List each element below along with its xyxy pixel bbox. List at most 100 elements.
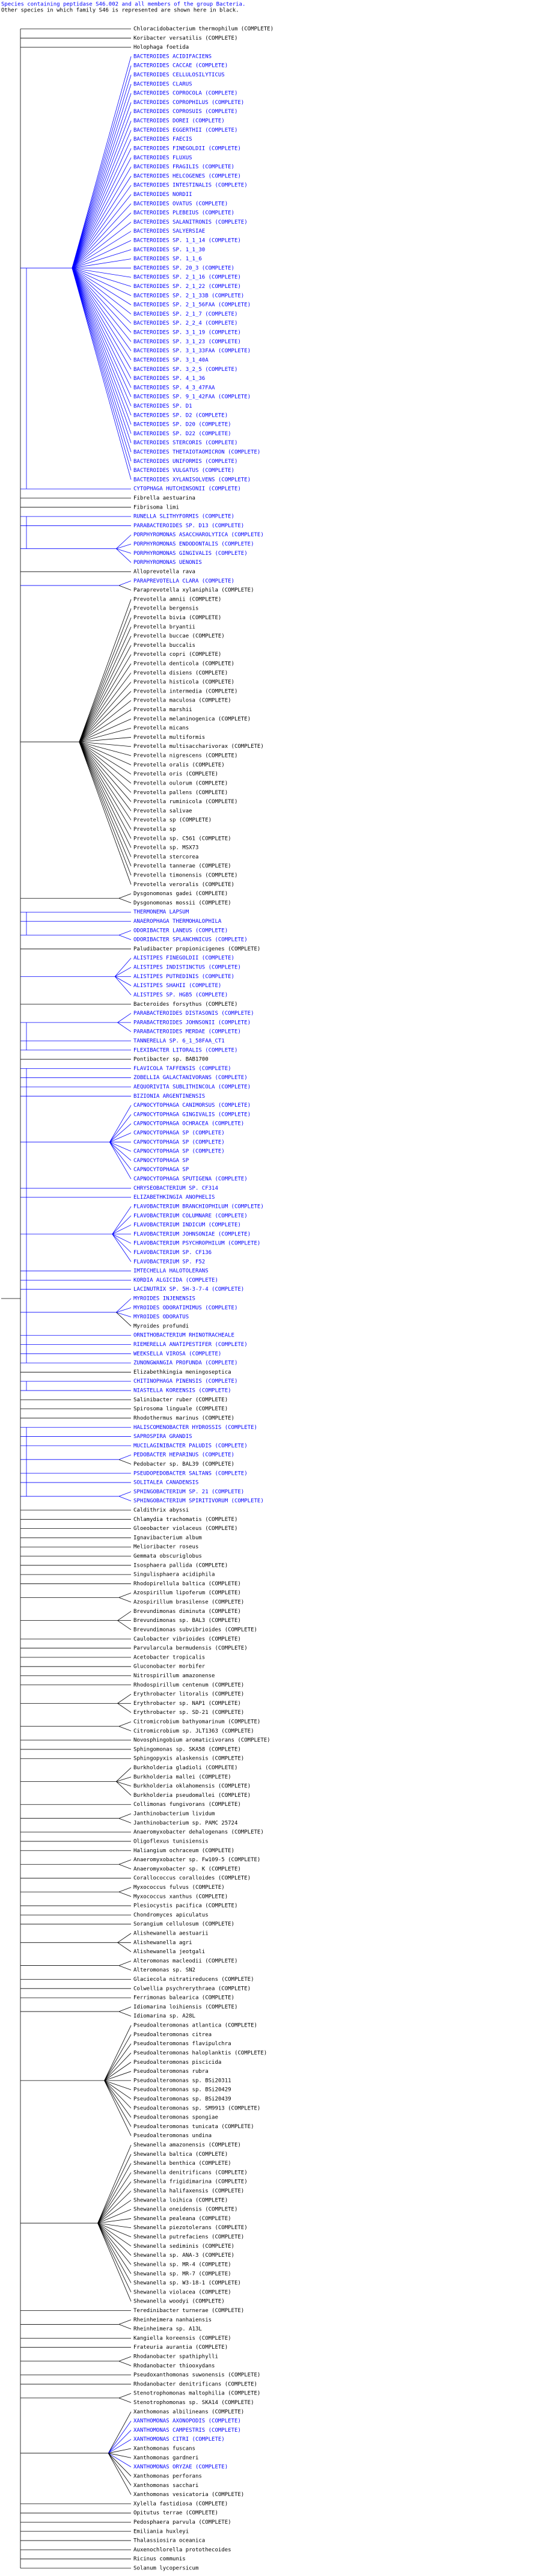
- leaf-label: BACTEROIDES SP. D2 (COMPLETE): [133, 412, 228, 418]
- branch: [97, 2191, 132, 2224]
- branch: [72, 268, 132, 480]
- branch: [72, 111, 132, 269]
- leaf-label: FLEXIBACTER LITORALIS (COMPLETE): [133, 1047, 237, 1053]
- leaf-label: ALISTIPES SP. HGB5 (COMPLETE): [133, 992, 228, 998]
- leaf-label: Holophaga foetida: [133, 44, 189, 50]
- branch: [97, 2163, 132, 2224]
- leaf-label: BACTEROIDES SP. 3_2_5 (COMPLETE): [133, 367, 237, 373]
- leaf-label: FLAVOBACTERIUM JOHNSONIAE (COMPLETE): [133, 1231, 251, 1237]
- leaf-label: PSEUDOPEDOBACTER SALTANS (COMPLETE): [133, 1470, 248, 1476]
- branch: [118, 1965, 132, 1971]
- leaf-label: Koribacter versatilis (COMPLETE): [133, 35, 237, 41]
- branch: [72, 249, 132, 269]
- branch: [72, 268, 132, 370]
- leaf-label: XANTHOMONAS CAMPESTRIS (COMPLETE): [133, 2428, 241, 2434]
- leaf-label: Stenotrophomonas maltophilia (COMPLETE): [133, 2391, 260, 2397]
- branch: [79, 741, 132, 784]
- branch: [118, 1721, 132, 1727]
- leaf-label: Prevotella histicola (COMPLETE): [133, 679, 234, 685]
- branch: [118, 1496, 132, 1502]
- leaf-label: Janthinobacterium lividum: [133, 1811, 215, 1817]
- branch: [116, 534, 132, 549]
- leaf-label: Prevotella ruminicola (COMPLETE): [133, 799, 237, 805]
- leaf-label: Shewanella amazonensis (COMPLETE): [133, 2143, 241, 2149]
- leaf-label: Prevotella stercorea: [133, 854, 198, 860]
- branch: [72, 268, 132, 462]
- branch: [72, 268, 132, 406]
- leaf-label: Pseudoalteromonas rubra: [133, 2069, 209, 2075]
- leaf-label: CHITINOPHAGA PINENSIS (COMPLETE): [133, 1378, 237, 1384]
- leaf-label: Pseudoalteromonas citrea: [133, 2032, 212, 2038]
- branch: [117, 1933, 132, 1943]
- branch: [72, 268, 132, 453]
- branch: [116, 548, 132, 554]
- branch: [79, 682, 132, 742]
- branch: [118, 893, 132, 899]
- leaf-label: ORNITHOBACTERIUM RHINOTRACHEALE: [133, 1333, 234, 1339]
- leaf-label: CAPNOCYTOPHAGA GINGIVALIS (COMPLETE): [133, 1112, 251, 1118]
- branch: [79, 741, 132, 848]
- branch: [112, 1215, 132, 1235]
- leaf-label: Rhodopirellula baltica (COMPLETE): [133, 1581, 241, 1587]
- leaf-label: MYROIDES ODORATUS: [133, 1314, 189, 1320]
- leaf-label: Shewanella loihica (COMPLETE): [133, 2197, 228, 2203]
- leaf-label: Stenotrophomonas sp. SKA14 (COMPLETE): [133, 2400, 254, 2406]
- leaf-label: BACTEROIDES SP. D20 (COMPLETE): [133, 422, 231, 428]
- leaf-label: Idiomarina loihiensis (COMPLETE): [133, 2004, 237, 2010]
- leaf-label: BACTEROIDES SP. 4_1_36: [133, 376, 205, 382]
- branch: [72, 148, 132, 269]
- leaf-label: Pseudoalteromonas haloplanktis (COMPLETE…: [133, 2050, 267, 2056]
- branch: [112, 1225, 132, 1235]
- leaf-label: BACTEROIDES SALYERSIAE: [133, 228, 205, 234]
- leaf-label: FLAVOBACTERIUM COLUMNARE (COMPLETE): [133, 1213, 248, 1219]
- leaf-label: TANNERELLA SP. 6_1_58FAA_CT1: [133, 1038, 225, 1044]
- leaf-label: BACTEROIDES NORDII: [133, 192, 192, 198]
- branch: [79, 741, 132, 793]
- branch: [118, 1592, 132, 1598]
- leaf-label: Prevotella micans: [133, 726, 189, 732]
- branch: [72, 268, 132, 443]
- leaf-label: IMTECHELLA HALOTOLERANS: [133, 1268, 209, 1274]
- branch: [72, 120, 132, 269]
- branch: [118, 898, 132, 904]
- leaf-label: Erythrobacter sp. NAP1 (COMPLETE): [133, 1701, 241, 1707]
- leaf-label: PORPHYROMONAS ENDODONTALIS (COMPLETE): [133, 542, 254, 548]
- branch: [79, 737, 132, 742]
- leaf-label: BACTEROIDES SP. 1_1_6: [133, 256, 202, 262]
- branch: [115, 976, 132, 986]
- leaf-label: BACTEROIDES OVATUS (COMPLETE): [133, 201, 228, 207]
- branch: [104, 2080, 132, 2109]
- leaf-label: CAPNOCYTOPHAGA SP: [133, 1158, 189, 1164]
- leaf-label: ALISTIPES INDISTINCTUS (COMPLETE): [133, 965, 241, 971]
- branch: [97, 2181, 132, 2224]
- leaf-label: BACTEROIDES PLEBEIUS (COMPLETE): [133, 210, 234, 216]
- leaf-label: Alloprevotella rava: [133, 569, 195, 575]
- leaf-label: BACTEROIDES SP. 2_1_7 (COMPLETE): [133, 311, 237, 317]
- branch: [72, 194, 132, 269]
- leaf-label: Kangiella koreensis (COMPLETE): [133, 2336, 231, 2342]
- leaf-label: Opitutus terrae (COMPLETE): [133, 2510, 218, 2516]
- leaf-label: Teredinibacter turnerae (COMPLETE): [133, 2308, 244, 2314]
- branch: [72, 268, 132, 287]
- branch: [72, 268, 132, 296]
- leaf-label: FLAVOBACTERIUM BRANCHIOPHILUM (COMPLETE): [133, 1204, 264, 1210]
- leaf-label: BACTEROIDES SP. 1_1_30: [133, 247, 205, 253]
- branch: [72, 139, 132, 269]
- leaf-label: Chondromyces apiculatus: [133, 1912, 209, 1918]
- header-title: Species containing peptidase S46.002 and…: [1, 2, 245, 8]
- leaf-label: FLAVICOLA TAFFENSIS (COMPLETE): [133, 1066, 231, 1072]
- leaf-label: Prevotella oris (COMPLETE): [133, 771, 218, 777]
- branch: [72, 93, 132, 269]
- leaf-label: NIASTELLA KOREENSIS (COMPLETE): [133, 1388, 231, 1394]
- leaf-label: Pontibacter sp. BAB1700: [133, 1057, 209, 1063]
- branch: [79, 691, 132, 742]
- leaf-label: Xanthomonas vesicatoria (COMPLETE): [133, 2492, 244, 2498]
- leaf-label: Prevotella sp. MSX73: [133, 845, 198, 851]
- leaf-label: Prevotella disiens (COMPLETE): [133, 670, 228, 676]
- leaf-label: BACTEROIDES SP. 4_3_47FAA: [133, 385, 215, 391]
- leaf-label: Prevotella sp: [133, 827, 176, 833]
- leaf-label: Citromicrobium sp. JLT1363 (COMPLETE): [133, 1728, 254, 1734]
- leaf-label: SAPROSPIRA GRANDIS: [133, 1434, 192, 1440]
- leaf-label: Prevotella sp. C561 (COMPLETE): [133, 836, 231, 842]
- branch: [104, 2043, 132, 2081]
